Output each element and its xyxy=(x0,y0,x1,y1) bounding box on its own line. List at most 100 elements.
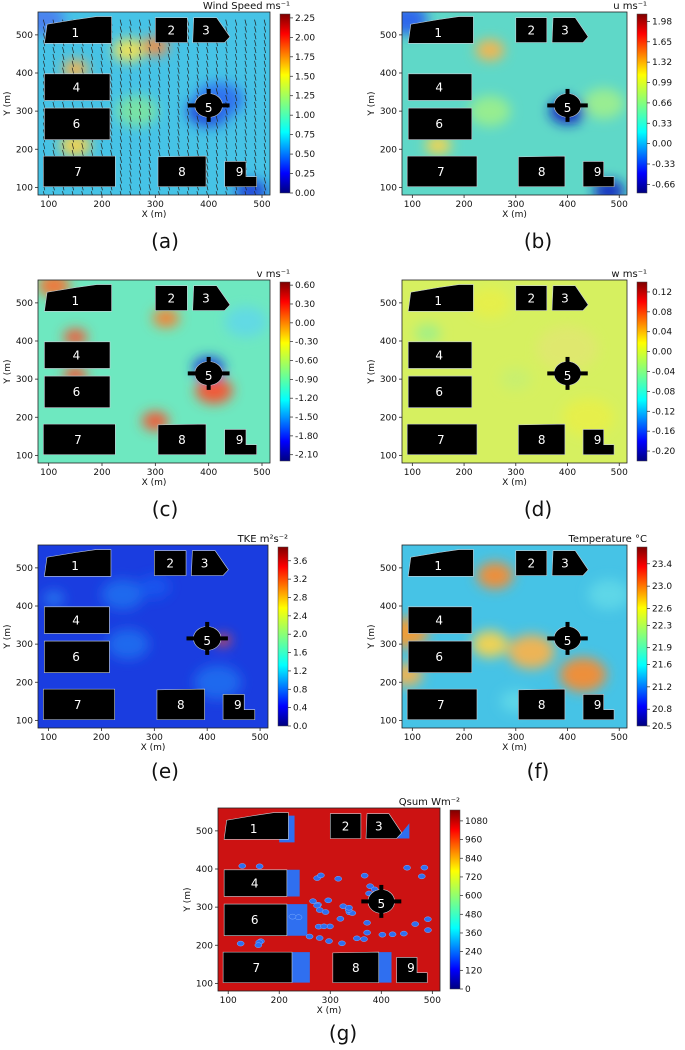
wind-arrow xyxy=(263,143,266,150)
x-tick-label: 100 xyxy=(404,468,421,478)
building-4 xyxy=(44,341,111,369)
building-3 xyxy=(551,285,589,311)
wind-arrow xyxy=(129,122,132,129)
wind-arrow xyxy=(42,149,46,157)
shade-dot xyxy=(338,940,346,947)
colorbar-tick-label: 0.00 xyxy=(652,140,672,150)
wind-arrow xyxy=(167,136,170,143)
wind-arrow xyxy=(52,60,55,67)
building-2 xyxy=(515,17,548,43)
wind-arrow xyxy=(138,122,142,129)
wind-arrow xyxy=(196,115,199,122)
wind-arrow xyxy=(186,129,190,136)
wind-arrow xyxy=(158,46,161,54)
colorbar-title: TKE m²s⁻² xyxy=(237,534,288,545)
buildings: 1 2 3 4 5 6 7 8 9 xyxy=(406,549,615,720)
wind-arrow xyxy=(167,101,170,109)
y-tick-label: 400 xyxy=(16,69,33,79)
field-blob xyxy=(500,367,532,391)
wind-arrow xyxy=(263,19,266,26)
colorbar-tick-label: 1.25 xyxy=(295,92,315,102)
wind-arrow xyxy=(263,129,266,136)
colorbar-tick-label: 0.00 xyxy=(295,189,315,199)
building-label-3: 3 xyxy=(561,556,569,570)
building-1 xyxy=(44,284,112,312)
wind-arrow xyxy=(215,46,218,54)
building-3 xyxy=(551,550,589,576)
building-label-2: 2 xyxy=(342,819,350,833)
field-blob xyxy=(101,579,144,610)
field-blob xyxy=(508,634,555,669)
wind-arrow xyxy=(158,74,161,81)
panel-a: 1 2 3 4 5 6 7 8 9 100 200 300 400 500 100 200 300 400 500 X… xyxy=(3,1,315,253)
building-8 xyxy=(518,155,566,187)
shade-dot xyxy=(321,909,330,915)
building-6 xyxy=(407,640,473,674)
building-label-7: 7 xyxy=(74,165,82,179)
wind-arrow xyxy=(62,60,65,67)
wind-arrow xyxy=(119,108,122,115)
wind-arrow xyxy=(254,81,257,88)
colorbar-tick-label: 480 xyxy=(465,910,482,920)
wind-arrow xyxy=(244,88,247,95)
wind-arrow xyxy=(129,46,132,54)
wind-arrow xyxy=(263,101,266,109)
building-label-5: 5 xyxy=(564,369,572,383)
y-tick-label: 200 xyxy=(16,145,33,155)
wind-arrow xyxy=(148,95,151,102)
wind-arrow xyxy=(234,88,238,95)
building-label-9: 9 xyxy=(236,165,244,179)
colorbar-tick-label: 1080 xyxy=(465,817,488,827)
building-label-1: 1 xyxy=(434,26,442,40)
wind-arrow xyxy=(167,81,170,88)
wind-arrow xyxy=(225,88,228,95)
wind-arrow xyxy=(100,60,103,67)
colorbar-tick-label: -1.80 xyxy=(295,432,319,442)
x-tick-label: 300 xyxy=(507,200,524,210)
wind-arrow xyxy=(52,53,55,61)
y-tick-label: 500 xyxy=(196,827,213,837)
building-label-3: 3 xyxy=(202,291,210,305)
building-4 xyxy=(223,869,288,897)
wind-arrow xyxy=(244,67,247,74)
colorbar-tick-label: 0.00 xyxy=(652,348,672,358)
building-label-6: 6 xyxy=(435,650,443,664)
wind-arrow xyxy=(196,60,199,67)
wind-arrow xyxy=(129,33,132,40)
colorbar-tick-label: 2.0 xyxy=(293,630,308,640)
wind-arrow xyxy=(138,19,142,26)
building-label-1: 1 xyxy=(72,294,80,308)
panel-b: 1 2 3 4 5 6 7 8 9 100 200 300 400 500 100 200 300 400 500 X… xyxy=(367,1,676,253)
x-tick-label: 200 xyxy=(455,733,472,743)
building-4 xyxy=(407,341,473,369)
y-axis-label: Y (m) xyxy=(3,91,13,116)
wind-arrow xyxy=(62,191,64,195)
wind-arrow xyxy=(129,184,132,191)
wind-arrow xyxy=(263,81,266,88)
building-label-7: 7 xyxy=(437,165,445,179)
y-tick-label: 400 xyxy=(380,69,397,79)
wind-arrow xyxy=(138,74,142,81)
wind-arrow xyxy=(158,53,161,61)
building-7 xyxy=(43,155,116,187)
wind-arrow xyxy=(71,67,74,74)
wind-arrow xyxy=(158,88,161,95)
field-blob xyxy=(193,665,242,700)
wind-arrow xyxy=(119,81,122,88)
building-2 xyxy=(515,550,548,576)
wind-arrow xyxy=(263,46,266,54)
wind-arrow xyxy=(158,101,161,109)
wind-arrow xyxy=(110,143,113,150)
field-blob xyxy=(471,630,509,658)
wind-arrow xyxy=(234,67,238,74)
building-8 xyxy=(518,423,566,455)
wind-arrow xyxy=(138,60,142,67)
building-9 xyxy=(224,429,257,455)
wind-arrow xyxy=(71,53,74,61)
wind-arrow xyxy=(129,149,132,157)
wind-arrow xyxy=(100,46,103,54)
wind-arrow xyxy=(138,46,142,54)
wind-arrow xyxy=(244,136,247,143)
shade-dot xyxy=(388,931,397,938)
wind-arrow xyxy=(158,81,161,88)
